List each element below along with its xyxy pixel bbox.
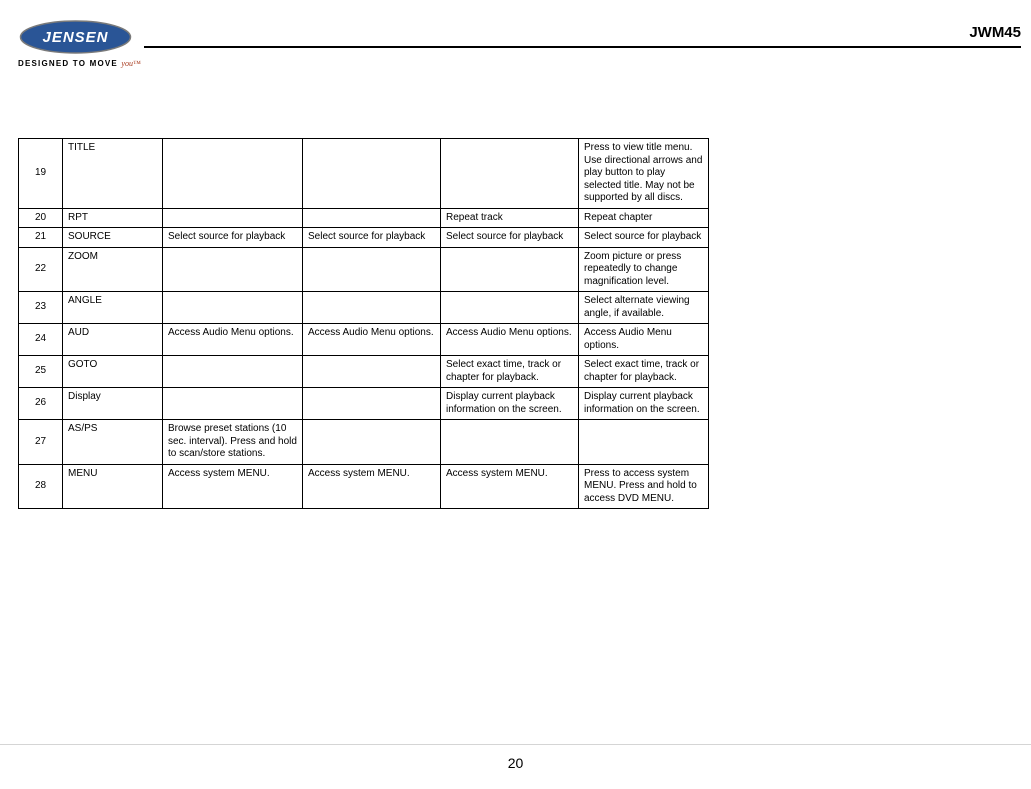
table-row: 19TITLE Press to view title menu. Use dir… <box>19 139 709 209</box>
page-header: JENSEN DESIGNED TO MOVE you™ JWM45 <box>18 18 1021 78</box>
table-row: 22ZOOM Zoom picture or press repeatedly t… <box>19 247 709 292</box>
table-row: 21SOURCESelect source for playbackSelect… <box>19 228 709 248</box>
row-col-2 <box>163 208 303 228</box>
tagline-you: you™ <box>121 59 140 68</box>
table-row: 20RPT Repeat trackRepeat chapter <box>19 208 709 228</box>
row-col-2: Access Audio Menu options. <box>163 324 303 356</box>
row-number: 28 <box>19 464 63 509</box>
row-col-5: Select alternate viewing angle, if avail… <box>579 292 709 324</box>
row-col-2: Browse preset stations (10 sec. interval… <box>163 420 303 465</box>
row-label: Display <box>63 388 163 420</box>
row-col-4 <box>441 139 579 209</box>
footer-rule <box>0 744 1031 745</box>
table-row: 23ANGLE Select alternate viewing angle, i… <box>19 292 709 324</box>
row-col-5: Display current playback information on … <box>579 388 709 420</box>
row-col-3: Access system MENU. <box>303 464 441 509</box>
row-col-2: Access system MENU. <box>163 464 303 509</box>
table-row: 26Display Display current playback inform… <box>19 388 709 420</box>
row-col-4 <box>441 247 579 292</box>
row-number: 23 <box>19 292 63 324</box>
row-col-4 <box>441 292 579 324</box>
row-col-2 <box>163 388 303 420</box>
brand-logo-text: JENSEN <box>42 29 108 46</box>
row-col-4: Access Audio Menu options. <box>441 324 579 356</box>
row-number: 21 <box>19 228 63 248</box>
row-col-5: Select source for playback <box>579 228 709 248</box>
row-col-5: Press to view title menu. Use directiona… <box>579 139 709 209</box>
row-col-5: Press to access system MENU. Press and h… <box>579 464 709 509</box>
row-label: ANGLE <box>63 292 163 324</box>
row-col-3 <box>303 139 441 209</box>
row-col-3 <box>303 420 441 465</box>
model-label: JWM45 <box>969 24 1021 41</box>
row-label: SOURCE <box>63 228 163 248</box>
row-col-4: Repeat track <box>441 208 579 228</box>
tagline-prefix: DESIGNED TO MOVE <box>18 59 121 68</box>
row-number: 19 <box>19 139 63 209</box>
row-col-3 <box>303 292 441 324</box>
row-number: 26 <box>19 388 63 420</box>
row-label: AUD <box>63 324 163 356</box>
row-col-5: Repeat chapter <box>579 208 709 228</box>
row-col-2 <box>163 292 303 324</box>
table-row: 25GOTO Select exact time, track or chapte… <box>19 356 709 388</box>
row-col-3 <box>303 208 441 228</box>
row-label: RPT <box>63 208 163 228</box>
table-row: 24AUDAccess Audio Menu options.Access Au… <box>19 324 709 356</box>
header-rule <box>144 46 1021 48</box>
row-col-3 <box>303 247 441 292</box>
row-col-3: Select source for playback <box>303 228 441 248</box>
row-col-5: Access Audio Menu options. <box>579 324 709 356</box>
row-number: 20 <box>19 208 63 228</box>
row-col-5: Zoom picture or press repeatedly to chan… <box>579 247 709 292</box>
row-col-2: Select source for playback <box>163 228 303 248</box>
page-number: 20 <box>0 755 1031 771</box>
row-number: 22 <box>19 247 63 292</box>
row-number: 24 <box>19 324 63 356</box>
row-col-2 <box>163 139 303 209</box>
row-label: TITLE <box>63 139 163 209</box>
function-table: 19TITLE Press to view title menu. Use dir… <box>18 138 709 509</box>
page: JENSEN DESIGNED TO MOVE you™ JWM45 19TIT… <box>0 0 1031 509</box>
row-number: 25 <box>19 356 63 388</box>
row-col-3 <box>303 388 441 420</box>
table-row: 28MENUAccess system MENU.Access system M… <box>19 464 709 509</box>
row-col-3 <box>303 356 441 388</box>
brand-logo: JENSEN <box>18 18 133 56</box>
row-col-4: Access system MENU. <box>441 464 579 509</box>
row-number: 27 <box>19 420 63 465</box>
row-label: ZOOM <box>63 247 163 292</box>
row-col-2 <box>163 356 303 388</box>
row-col-4 <box>441 420 579 465</box>
logo-block: JENSEN DESIGNED TO MOVE you™ <box>18 18 141 68</box>
table-row: 27AS/PSBrowse preset stations (10 sec. i… <box>19 420 709 465</box>
row-label: AS/PS <box>63 420 163 465</box>
row-col-5 <box>579 420 709 465</box>
row-col-5: Select exact time, track or chapter for … <box>579 356 709 388</box>
row-col-4: Select exact time, track or chapter for … <box>441 356 579 388</box>
row-col-2 <box>163 247 303 292</box>
row-col-3: Access Audio Menu options. <box>303 324 441 356</box>
row-label: MENU <box>63 464 163 509</box>
tagline: DESIGNED TO MOVE you™ <box>18 59 141 68</box>
row-col-4: Select source for playback <box>441 228 579 248</box>
row-label: GOTO <box>63 356 163 388</box>
row-col-4: Display current playback information on … <box>441 388 579 420</box>
